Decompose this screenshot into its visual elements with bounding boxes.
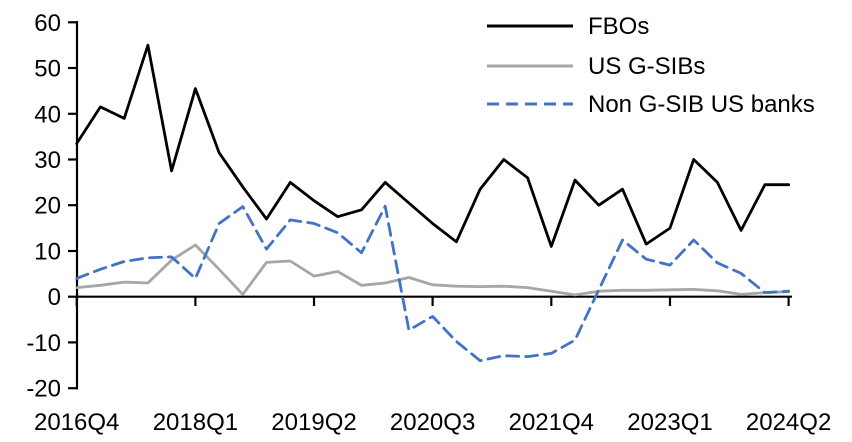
y-tick-label: 50 xyxy=(34,56,61,83)
series-lines xyxy=(75,43,790,363)
y-tick-label: 30 xyxy=(34,147,61,174)
legend-item-us-gsibs: US G-SIBs xyxy=(487,53,705,80)
legend: FBOs US G-SIBs Non G-SIB US banks xyxy=(487,13,815,118)
y-tick-label: 0 xyxy=(48,284,61,311)
x-tick-label: 2019Q2 xyxy=(271,409,356,436)
x-tick-label: 2021Q4 xyxy=(509,409,594,436)
x-tick-label: 2024Q2 xyxy=(746,409,831,436)
legend-label-non-gsib: Non G-SIB US banks xyxy=(588,91,815,118)
x-tick-label: 2023Q1 xyxy=(627,409,712,436)
y-tick-label: -20 xyxy=(26,376,61,403)
y-tick-label: 10 xyxy=(34,239,61,266)
x-tick-label: 2018Q1 xyxy=(153,409,238,436)
y-tick-label: 40 xyxy=(34,101,61,128)
x-axis-ticks: 2016Q4 2018Q1 2019Q2 2020Q3 2021Q4 2023Q1 2024… xyxy=(34,296,831,436)
y-tick-label: 20 xyxy=(34,193,61,220)
x-tick-label: 2020Q3 xyxy=(390,409,475,436)
series-line-us-g-sibs xyxy=(75,243,790,297)
y-tick-label: -10 xyxy=(26,330,61,357)
legend-label-us-gsibs: US G-SIBs xyxy=(588,53,705,80)
series-line-non-g-sib-us-banks xyxy=(75,204,790,363)
y-tick-label: 60 xyxy=(34,10,61,37)
legend-label-fbos: FBOs xyxy=(588,13,649,40)
legend-item-non-gsib: Non G-SIB US banks xyxy=(487,91,815,118)
legend-item-fbos: FBOs xyxy=(487,13,649,40)
series-line-fbos xyxy=(75,43,790,248)
y-axis-ticks: 60 50 40 30 20 10 0 -10 -20 xyxy=(26,10,77,403)
x-tick-label: 2016Q4 xyxy=(34,409,119,436)
